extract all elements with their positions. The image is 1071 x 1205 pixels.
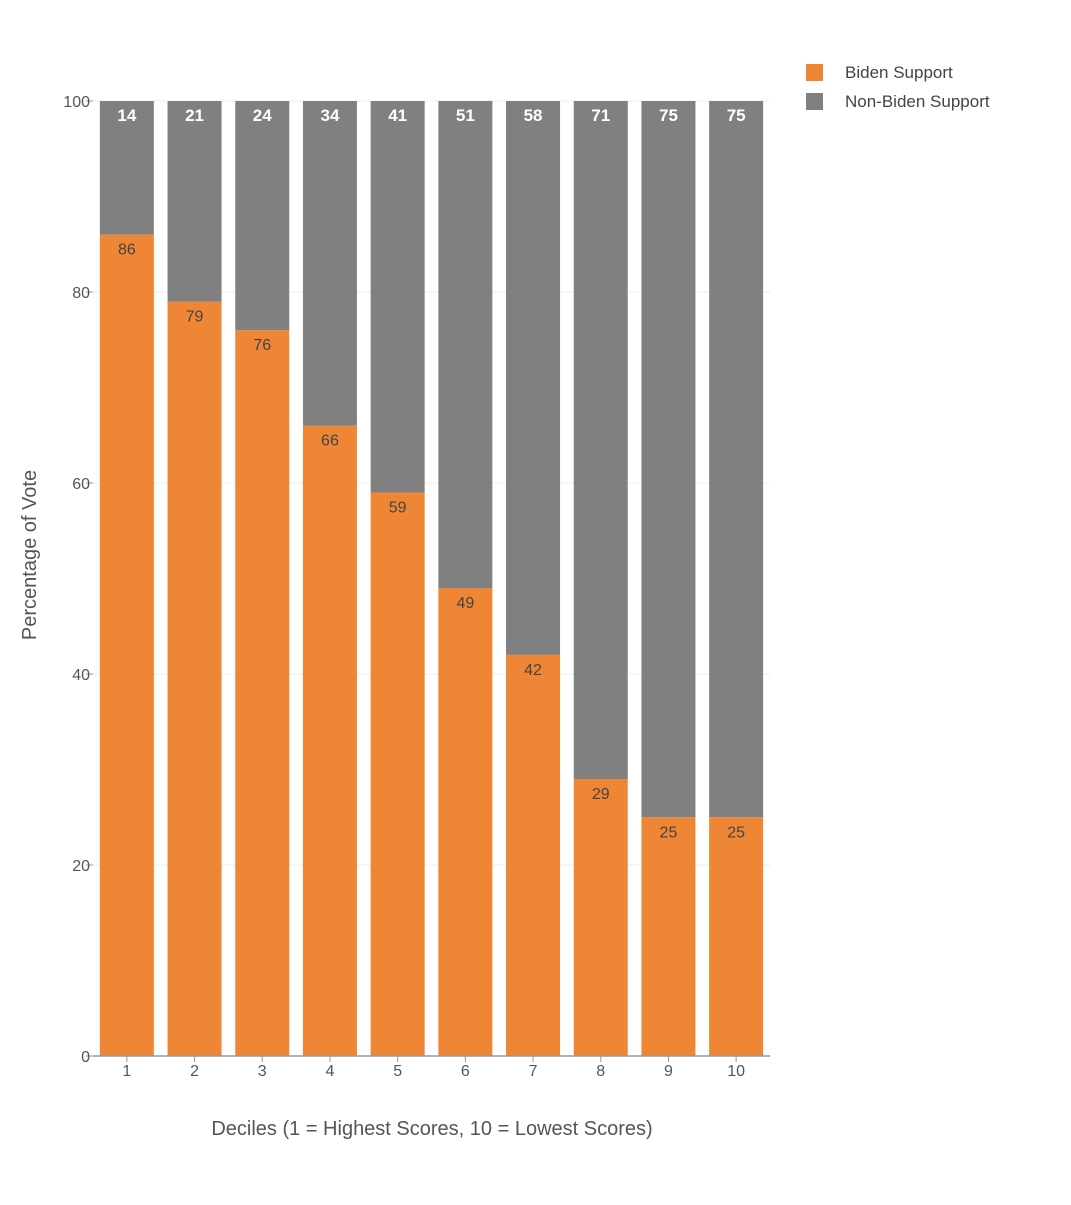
- bar-non-biden-2: [167, 101, 222, 302]
- bar-non-biden-4: [302, 101, 357, 426]
- bar-biden-8: [573, 779, 628, 1056]
- data-label-non-biden-5: 41: [388, 106, 407, 125]
- data-label-biden-10: 25: [727, 824, 745, 841]
- bar-biden-10: [709, 817, 764, 1056]
- bar-biden-3: [235, 330, 290, 1056]
- bar-non-biden-3: [235, 101, 290, 331]
- x-tick-label-9: 9: [664, 1063, 673, 1080]
- data-label-non-biden-9: 75: [659, 106, 678, 125]
- data-label-biden-6: 49: [456, 595, 474, 612]
- bar-biden-7: [506, 654, 561, 1056]
- data-label-non-biden-4: 34: [320, 106, 339, 125]
- x-tick-label-7: 7: [529, 1063, 538, 1080]
- bar-biden-9: [641, 817, 696, 1056]
- data-label-biden-1: 86: [118, 242, 136, 259]
- bar-non-biden-6: [438, 101, 493, 589]
- bar-non-biden-5: [370, 101, 425, 493]
- data-label-non-biden-2: 21: [185, 106, 204, 125]
- legend-swatch-biden: [806, 64, 823, 81]
- legend: Biden Support Non-Biden Support: [806, 63, 990, 111]
- x-tick-label-10: 10: [727, 1063, 745, 1080]
- legend-swatch-non-biden: [806, 93, 823, 110]
- data-label-biden-2: 79: [186, 309, 204, 326]
- legend-label-biden: Biden Support: [845, 63, 953, 82]
- x-tick-label-4: 4: [325, 1063, 334, 1080]
- data-label-non-biden-3: 24: [253, 106, 272, 125]
- bar-biden-5: [370, 492, 425, 1056]
- bar-non-biden-7: [506, 101, 561, 655]
- y-tick-label-100: 100: [63, 94, 90, 111]
- x-tick-label-5: 5: [393, 1063, 402, 1080]
- x-tick-label-2: 2: [190, 1063, 199, 1080]
- data-label-biden-5: 59: [389, 500, 407, 517]
- data-label-non-biden-8: 71: [591, 106, 610, 125]
- data-label-non-biden-6: 51: [456, 106, 475, 125]
- bar-biden-4: [302, 425, 357, 1056]
- bar-non-biden-9: [641, 101, 696, 818]
- data-label-non-biden-7: 58: [524, 106, 543, 125]
- x-axis-title: Deciles (1 = Highest Scores, 10 = Lowest…: [211, 1118, 652, 1140]
- data-label-biden-8: 29: [592, 786, 610, 803]
- bar-non-biden-10: [709, 101, 764, 818]
- bar-biden-2: [167, 301, 222, 1056]
- y-tick-label-80: 80: [72, 285, 90, 302]
- y-tick-label-20: 20: [72, 858, 90, 875]
- data-label-biden-7: 42: [524, 662, 542, 679]
- bar-non-biden-1: [99, 101, 154, 235]
- x-tick-label-6: 6: [461, 1063, 470, 1080]
- y-axis-title: Percentage of Vote: [19, 470, 41, 640]
- legend-label-non-biden: Non-Biden Support: [845, 92, 990, 111]
- bars: [99, 101, 764, 1056]
- y-tick-label-60: 60: [72, 476, 90, 493]
- data-label-biden-3: 76: [253, 337, 271, 354]
- data-labels: 86 14 79 21 76 24 66 34 59 41 49 51 42 58 29 71 25 75 25 75: [117, 106, 745, 841]
- bar-biden-6: [438, 588, 493, 1056]
- bar-biden-1: [99, 234, 154, 1056]
- x-tick-label-3: 3: [258, 1063, 267, 1080]
- x-tick-label-8: 8: [596, 1063, 605, 1080]
- y-tick-label-0: 0: [81, 1049, 90, 1066]
- data-label-biden-4: 66: [321, 433, 339, 450]
- bar-non-biden-8: [573, 101, 628, 780]
- data-label-biden-9: 25: [660, 824, 678, 841]
- y-tick-label-40: 40: [72, 667, 90, 684]
- data-label-non-biden-10: 75: [727, 106, 746, 125]
- data-label-non-biden-1: 14: [117, 106, 136, 125]
- x-tick-label-1: 1: [122, 1063, 131, 1080]
